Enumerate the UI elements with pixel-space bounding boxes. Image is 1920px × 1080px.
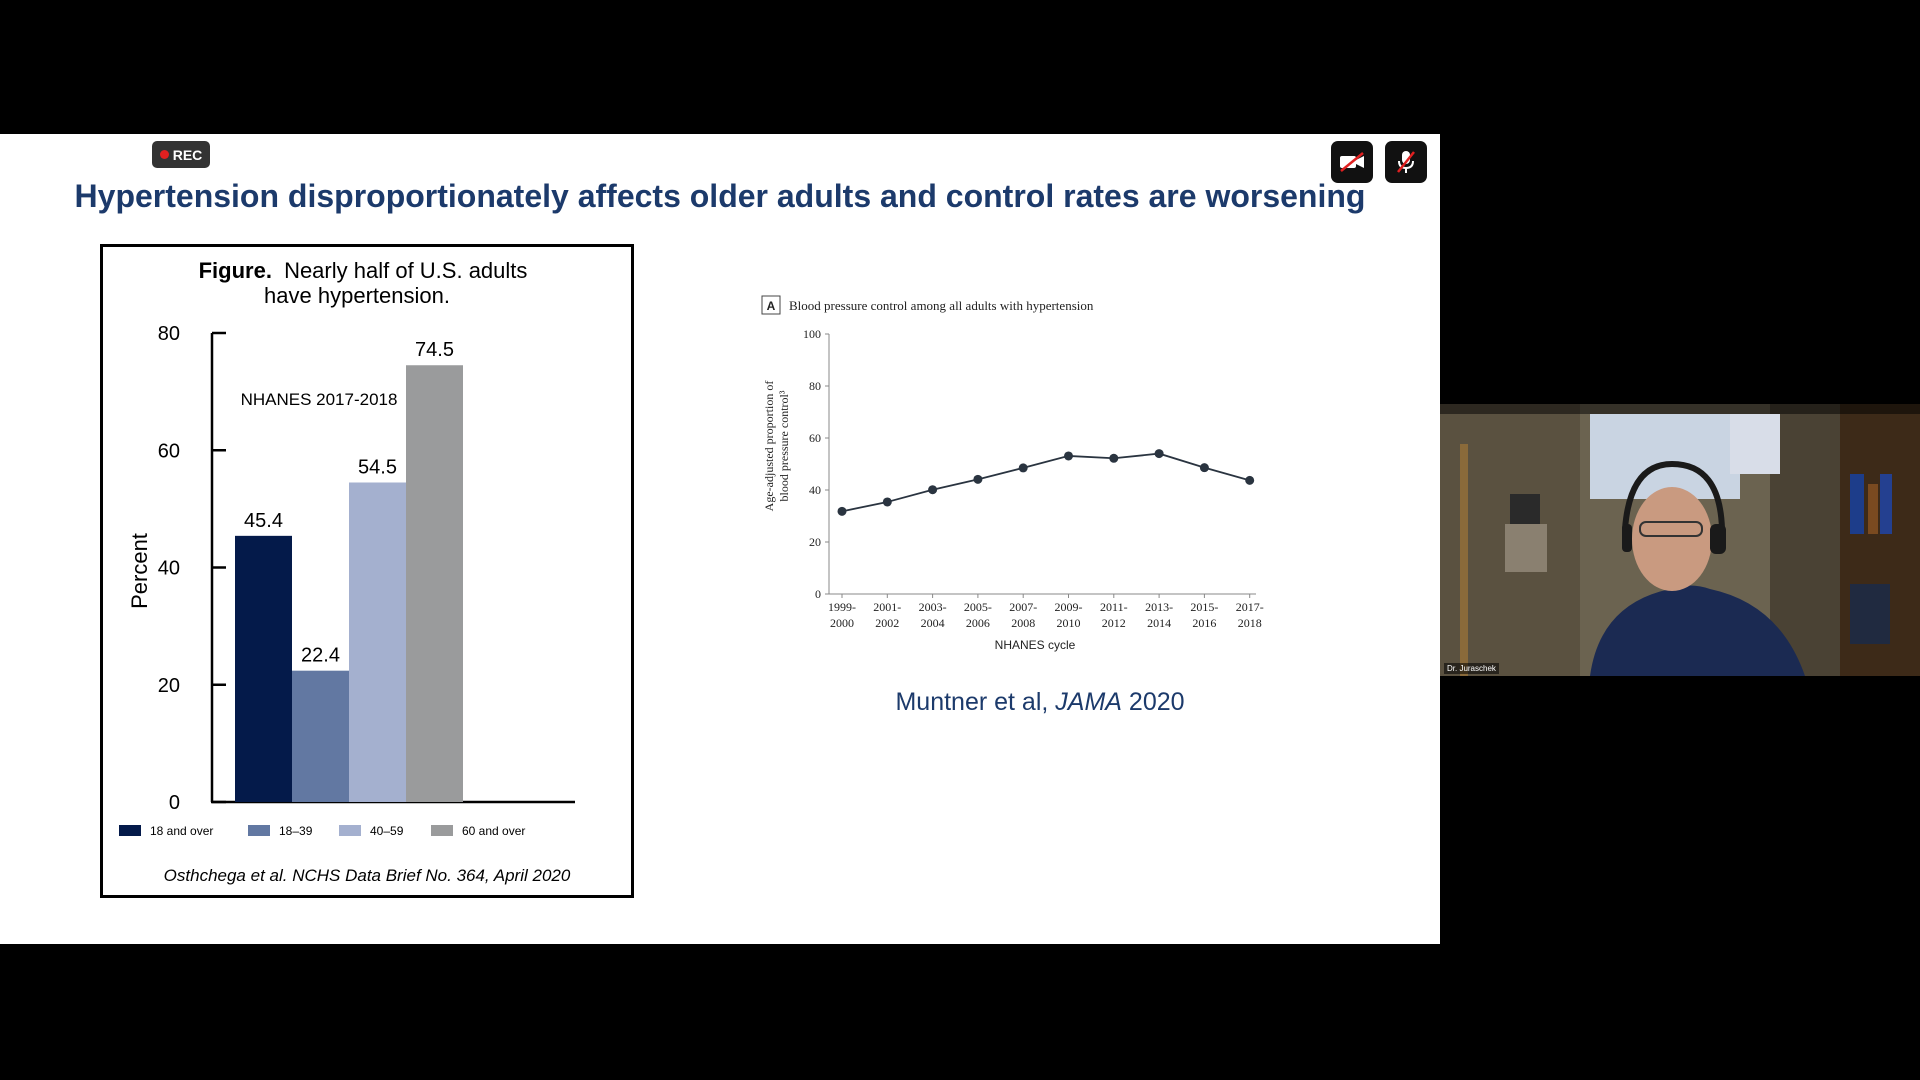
record-dot-icon bbox=[159, 150, 169, 159]
legend-swatch bbox=[339, 825, 361, 836]
line-x-tick-label-bottom: 2014 bbox=[1147, 616, 1171, 630]
recording-indicator: REC bbox=[152, 141, 210, 168]
bar-chart-title-bold: Figure. bbox=[199, 258, 272, 283]
citation-year: 2020 bbox=[1121, 688, 1185, 716]
line-chart-svg: A Blood pressure control among all adult… bbox=[761, 295, 1264, 652]
line-y-tick-label: 80 bbox=[809, 379, 821, 393]
line-x-tick-label-top: 2003- bbox=[919, 600, 947, 614]
line-point bbox=[1154, 449, 1164, 459]
participant-face bbox=[1632, 487, 1712, 591]
legend-label: 18 and over bbox=[150, 824, 213, 838]
bar bbox=[349, 482, 406, 802]
line-x-tick-label-bottom: 2010 bbox=[1057, 616, 1081, 630]
bar-value-label: 54.5 bbox=[358, 456, 397, 478]
line-point bbox=[928, 485, 938, 495]
rec-label: REC bbox=[172, 146, 203, 163]
slide-title: Hypertension disproportionately affects … bbox=[74, 178, 1366, 214]
line-x-tick-label-top: 1999- bbox=[828, 600, 856, 614]
line-x-tick-label-bottom: 2008 bbox=[1011, 616, 1035, 630]
bar-y-tick-label: 40 bbox=[158, 558, 180, 580]
bar bbox=[406, 365, 463, 802]
video-tile-toolbar bbox=[1440, 404, 1920, 414]
camera-off-icon bbox=[1340, 152, 1364, 172]
line-point bbox=[1199, 463, 1209, 473]
headset bbox=[1622, 460, 1725, 530]
mic-off-icon bbox=[1397, 151, 1415, 173]
bar bbox=[292, 670, 349, 802]
line-chart-x-label: NHANES cycle bbox=[995, 638, 1076, 652]
bar-value-label: 45.4 bbox=[244, 510, 283, 532]
line-point bbox=[1109, 453, 1119, 463]
participant-video-tile[interactable]: Dr. Juraschek bbox=[1440, 404, 1920, 676]
legend-label: 60 and over bbox=[462, 824, 525, 838]
line-chart-figure: A Blood pressure control among all adult… bbox=[740, 284, 1300, 664]
wall-poster bbox=[1590, 414, 1740, 499]
bar-chart-source: Osthchega et al. NCHS Data Brief No. 364… bbox=[164, 866, 571, 885]
line-x-tick-label-bottom: 2018 bbox=[1238, 616, 1262, 630]
bar-chart-title-line2: have hypertension. bbox=[264, 283, 450, 308]
bar-value-label: 22.4 bbox=[301, 645, 340, 667]
line-x-tick-label-top: 2015- bbox=[1190, 600, 1218, 614]
bar-y-tick-label: 80 bbox=[158, 323, 180, 345]
legend-swatch bbox=[431, 825, 453, 836]
line-y-tick-label: 20 bbox=[809, 535, 821, 549]
line-y-tick-label: 100 bbox=[803, 327, 821, 341]
bar-chart-svg: Figure. Nearly half of U.S. adults have … bbox=[119, 258, 575, 885]
line-chart-title: Blood pressure control among all adults … bbox=[789, 298, 1094, 313]
bar-y-tick-label: 60 bbox=[158, 440, 180, 462]
bar-chart-annotation: NHANES 2017-2018 bbox=[241, 390, 398, 409]
line-point bbox=[973, 474, 983, 484]
line-x-tick-label-top: 2017- bbox=[1236, 600, 1264, 614]
line-point bbox=[1245, 475, 1255, 485]
legend-swatch bbox=[248, 825, 270, 836]
citation-journal: JAMA bbox=[1055, 688, 1122, 716]
bar-chart-title-line1: Figure. Nearly half of U.S. adults bbox=[199, 258, 528, 283]
line-x-tick-label-top: 2001- bbox=[873, 600, 901, 614]
line-x-tick-label-top: 2011- bbox=[1100, 600, 1128, 614]
line-series bbox=[841, 452, 1250, 513]
line-x-tick-label-top: 2013- bbox=[1145, 600, 1173, 614]
bar-chart-y-label: Percent bbox=[127, 533, 152, 609]
line-point bbox=[882, 497, 892, 507]
line-chart-y-label-2: blood pressure control³ bbox=[777, 390, 791, 501]
line-x-tick-label-top: 2009- bbox=[1055, 600, 1083, 614]
bar-chart-figure: Figure. Nearly half of U.S. adults have … bbox=[100, 244, 634, 898]
bar-value-label: 74.5 bbox=[415, 339, 454, 361]
bar-y-tick-label: 20 bbox=[158, 675, 180, 697]
bar bbox=[235, 535, 292, 802]
legend-swatch bbox=[119, 825, 141, 836]
legend-label: 40–59 bbox=[370, 824, 404, 838]
line-x-tick-label-top: 2007- bbox=[1009, 600, 1037, 614]
camera-toggle-button[interactable] bbox=[1331, 141, 1373, 183]
line-x-tick-label-bottom: 2006 bbox=[966, 616, 990, 630]
panel-label: A bbox=[767, 299, 776, 313]
line-x-tick-label-top: 2005- bbox=[964, 600, 992, 614]
line-x-tick-label-bottom: 2012 bbox=[1102, 616, 1126, 630]
legend-label: 18–39 bbox=[279, 824, 313, 838]
line-y-tick-label: 60 bbox=[809, 431, 821, 445]
line-point bbox=[837, 506, 847, 516]
bar-chart-title-rest: Nearly half of U.S. adults bbox=[284, 258, 527, 283]
line-x-tick-label-bottom: 2000 bbox=[830, 616, 854, 630]
mic-toggle-button[interactable] bbox=[1385, 141, 1427, 183]
participant-body bbox=[1590, 585, 1805, 676]
line-chart-y-label-1: Age-adjusted proportion of bbox=[762, 381, 776, 512]
video-frame bbox=[1440, 404, 1920, 676]
right-figure-citation: Muntner et al, JAMA 2020 bbox=[860, 688, 1220, 717]
line-point bbox=[1018, 463, 1028, 473]
line-x-tick-label-bottom: 2004 bbox=[921, 616, 945, 630]
lamp bbox=[1460, 444, 1468, 676]
citation-authors: Muntner et al, bbox=[895, 688, 1056, 716]
participant-name: Dr. Juraschek bbox=[1444, 663, 1499, 674]
line-x-tick-label-bottom: 2002 bbox=[875, 616, 899, 630]
line-point bbox=[1064, 451, 1073, 461]
bar-y-tick-label: 0 bbox=[169, 792, 180, 814]
line-y-tick-label: 40 bbox=[809, 483, 821, 497]
line-y-tick-label: 0 bbox=[815, 587, 821, 601]
panel-label-box bbox=[761, 295, 781, 315]
line-x-tick-label-bottom: 2016 bbox=[1192, 616, 1216, 630]
